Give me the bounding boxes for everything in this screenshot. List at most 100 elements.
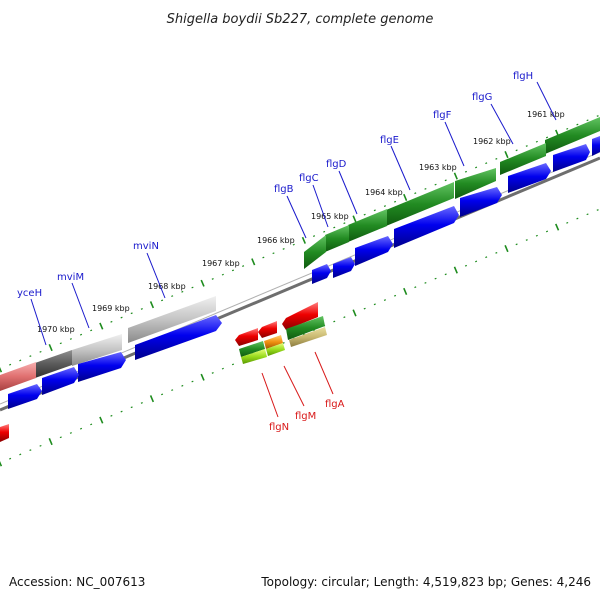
feature-bar-flgE <box>386 182 454 226</box>
inner-track-major-tick <box>403 287 408 296</box>
reverse-gene-leaders <box>261 351 334 418</box>
kbp-label-1970: 1970 kbp <box>37 325 75 334</box>
cds-arrow-flgM-rev <box>258 321 277 338</box>
feature-bar-flgH <box>545 117 600 154</box>
inner-track-major-tick <box>555 223 560 231</box>
feature-bar-flgA-b <box>289 327 327 347</box>
genome-summary-text: Topology: circular; Length: 4,519,823 bp… <box>260 575 591 589</box>
leader-flgN <box>261 372 279 418</box>
leader-mviM <box>71 282 90 329</box>
feature-bar-flgM-b <box>266 343 285 356</box>
kbp-label-1964: 1964 kbp <box>365 188 403 197</box>
outer-track-major-tick <box>453 172 458 180</box>
inner-track-major-tick <box>504 245 509 253</box>
cds-arrow-flgA-rev <box>282 302 318 330</box>
forward-cds-arrows <box>8 136 600 409</box>
outer-track-major-tick <box>251 258 256 266</box>
kbp-label-1962: 1962 kbp <box>473 137 511 146</box>
cds-arrow-flgA-fwd <box>312 264 331 284</box>
inner-track-major-tick <box>99 416 104 424</box>
inner-track-major-tick <box>0 460 3 467</box>
gene-label-mviM: mviM <box>57 272 84 283</box>
leader-flgH <box>536 81 557 121</box>
inner-track-major-tick <box>149 395 155 403</box>
kbp-label-1967: 1967 kbp <box>202 259 240 268</box>
leader-flgM <box>283 365 305 407</box>
kbp-label-1965: 1965 kbp <box>311 212 349 221</box>
cds-arrow-flgF <box>508 163 551 193</box>
gene-label-flgC: flgC <box>299 173 319 184</box>
gene-label-flgA: flgA <box>325 399 345 410</box>
feature-bar-pink <box>0 362 36 391</box>
feature-bar-flgB <box>304 235 326 269</box>
cds-arrow-flgN-rev <box>235 328 258 346</box>
gene-label-mviN: mviN <box>133 241 159 252</box>
inner-track-major-tick <box>48 438 53 446</box>
gene-label-flgD: flgD <box>326 159 347 170</box>
gene-label-yceH: yceH <box>17 288 42 299</box>
feature-bar-mviN <box>128 296 216 343</box>
gene-label-flgM: flgM <box>295 411 316 422</box>
feature-bar-flgM <box>264 335 283 349</box>
feature-bar-yceH <box>35 350 72 378</box>
leader-yceH <box>30 298 47 346</box>
outer-track-major-tick <box>403 193 408 202</box>
cds-arrow-flgC <box>355 236 393 266</box>
kbp-label-1963: 1963 kbp <box>419 163 457 172</box>
cds-arrow-flgH <box>592 136 600 156</box>
leader-flgB <box>286 195 307 239</box>
gene-label-flgF: flgF <box>433 110 452 121</box>
feature-bar-flgN <box>239 341 265 357</box>
accession-text: Accession: NC_007613 <box>9 575 145 589</box>
gene-label-flgG: flgG <box>472 92 492 103</box>
cds-arrow-mviM <box>78 352 126 382</box>
cds-arrow-flgB <box>333 257 355 278</box>
leader-mviN <box>146 252 166 299</box>
leader-flgG <box>490 103 514 145</box>
cds-arrow-yceH <box>42 367 79 395</box>
feature-bar-flgC <box>325 225 349 252</box>
kbp-label-1961: 1961 kbp <box>527 110 565 119</box>
feature-bar-flgG <box>500 143 546 175</box>
cds-arrow-left <box>8 384 42 409</box>
leader-flgF <box>444 121 465 167</box>
outer-track-major-tick <box>301 236 306 244</box>
leader-flgD <box>338 170 358 215</box>
inner-track-major-tick <box>200 373 205 381</box>
gene-label-flgN: flgN <box>269 422 289 433</box>
outer-tick-track <box>0 115 599 373</box>
outer-track-major-tick <box>99 322 104 330</box>
outer-track-major-tick <box>149 301 155 309</box>
outer-track-major-tick <box>48 344 53 352</box>
leader-flgC <box>312 184 329 228</box>
cds-arrow-left-rev <box>0 424 9 442</box>
gene-label-flgE: flgE <box>380 135 399 146</box>
outer-track-major-tick <box>352 215 357 223</box>
cds-arrow-mviN <box>135 315 222 360</box>
gene-label-flgH: flgH <box>513 71 533 82</box>
outer-track-major-tick <box>504 151 509 159</box>
reverse-features <box>0 302 327 442</box>
kbp-label-1966: 1966 kbp <box>257 236 295 245</box>
feature-bar-flgN-b <box>241 349 267 364</box>
inner-track-major-tick <box>453 266 458 274</box>
gene-label-flgB: flgB <box>274 184 294 195</box>
feature-bars-top <box>0 117 600 391</box>
feature-bar-flgD <box>348 209 387 242</box>
feature-bar-flgA <box>286 316 325 340</box>
forward-gene-leaders <box>30 81 557 346</box>
feature-bar-flgF <box>455 168 496 199</box>
reverse-gene-labels: flgA flgM flgN <box>269 399 345 433</box>
position-labels: 1961 kbp 1962 kbp 1963 kbp 1964 kbp 1965… <box>37 110 565 334</box>
outer-track-major-tick <box>200 279 205 287</box>
leader-flgE <box>390 145 411 191</box>
cds-arrow-flgG <box>553 144 590 172</box>
kbp-label-1969: 1969 kbp <box>92 304 130 313</box>
inner-track-major-tick <box>352 309 357 317</box>
kbp-label-1968: 1968 kbp <box>148 282 186 291</box>
forward-gene-labels: flgH flgG flgF flgE flgD flgC flgB mviN … <box>17 71 533 299</box>
cds-arrow-flgD <box>394 206 459 248</box>
feature-bar-mviM <box>72 334 122 366</box>
leader-flgA <box>314 351 334 395</box>
cds-arrow-flgE <box>460 187 502 217</box>
